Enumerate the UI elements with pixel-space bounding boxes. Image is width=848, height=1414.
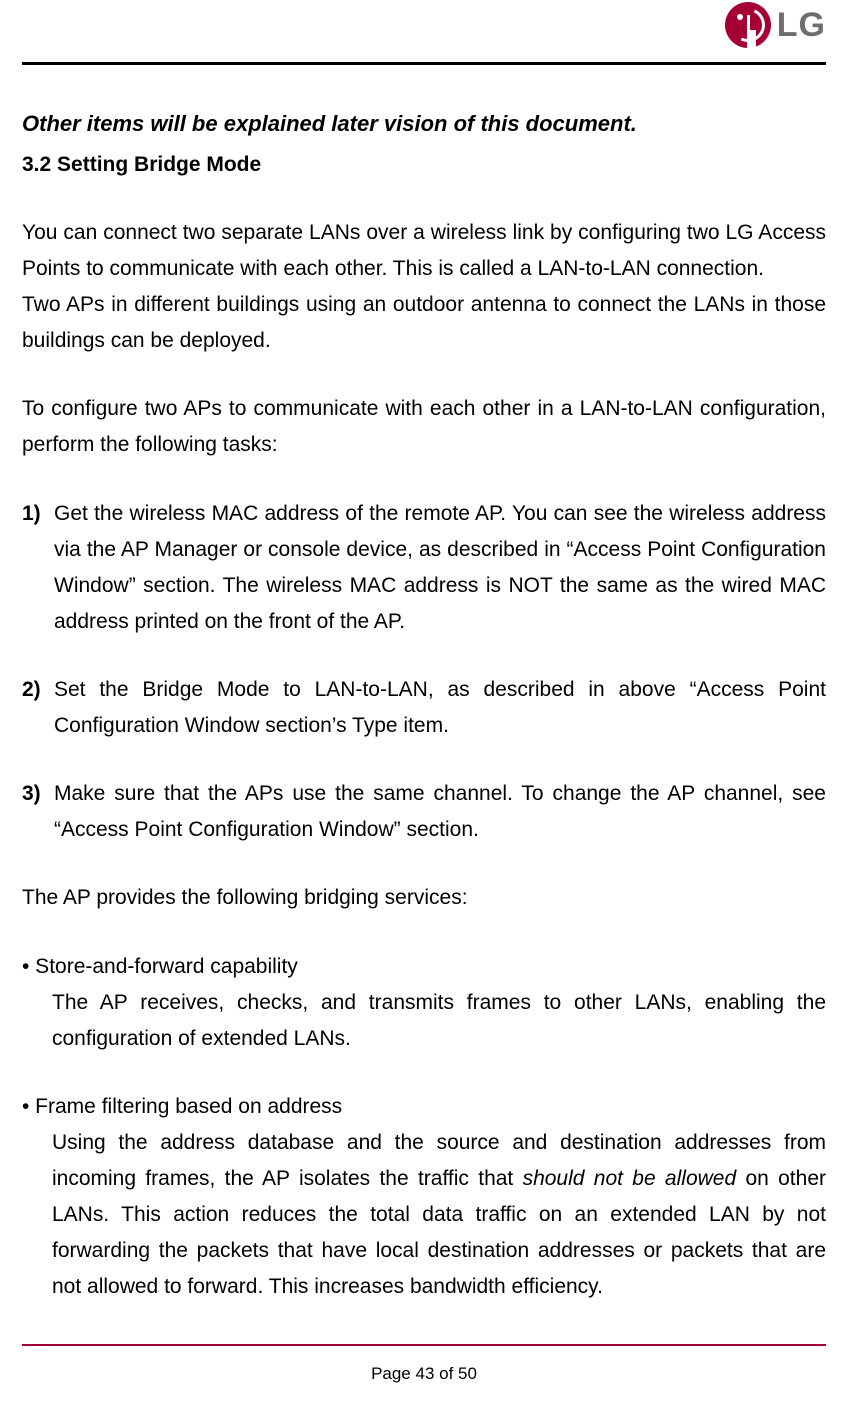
step-number: 3): [22, 776, 41, 812]
step-2: 2) Set the Bridge Mode to LAN-to-LAN, as…: [22, 672, 826, 744]
bullet-body-italic: should not be allowed: [523, 1167, 737, 1190]
paragraph: To configure two APs to communicate with…: [22, 391, 826, 463]
page-header: LG: [22, 0, 826, 62]
brand-logo: LG: [725, 2, 826, 48]
paragraph: Two APs in different buildings using an …: [22, 287, 826, 359]
step-text: Get the wireless MAC address of the remo…: [54, 502, 826, 633]
bullet-title: • Frame filtering based on address: [22, 1089, 826, 1125]
step-text: Make sure that the APs use the same chan…: [54, 782, 826, 841]
footer-divider: [22, 1344, 826, 1346]
page-footer: Page 43 of 50: [22, 1344, 826, 1384]
bullet-body: The AP receives, checks, and transmits f…: [52, 985, 826, 1057]
document-page: LG Other items will be explained later v…: [0, 0, 848, 1414]
bullet-item-frame-filtering: • Frame filtering based on address Using…: [22, 1089, 826, 1306]
section-heading: 3.2 Setting Bridge Mode: [22, 147, 826, 183]
step-number: 2): [22, 672, 41, 708]
lg-face-icon: [725, 2, 771, 48]
bullet-title: • Store-and-forward capability: [22, 949, 826, 985]
bullet-item-store-forward: • Store-and-forward capability The AP re…: [22, 949, 826, 1057]
bullet-body: Using the address database and the sourc…: [52, 1125, 826, 1306]
paragraph: You can connect two separate LANs over a…: [22, 215, 826, 287]
paragraph: The AP provides the following bridging s…: [22, 880, 826, 916]
step-1: 1) Get the wireless MAC address of the r…: [22, 496, 826, 640]
page-number: Page 43 of 50: [22, 1364, 826, 1384]
page-content: Other items will be explained later visi…: [22, 65, 826, 1306]
intro-note: Other items will be explained later visi…: [22, 105, 826, 143]
lg-face-arc-icon: [726, 3, 770, 47]
step-text: Set the Bridge Mode to LAN-to-LAN, as de…: [54, 678, 826, 737]
step-3: 3) Make sure that the APs use the same c…: [22, 776, 826, 848]
brand-text: LG: [777, 6, 826, 45]
step-number: 1): [22, 496, 41, 532]
